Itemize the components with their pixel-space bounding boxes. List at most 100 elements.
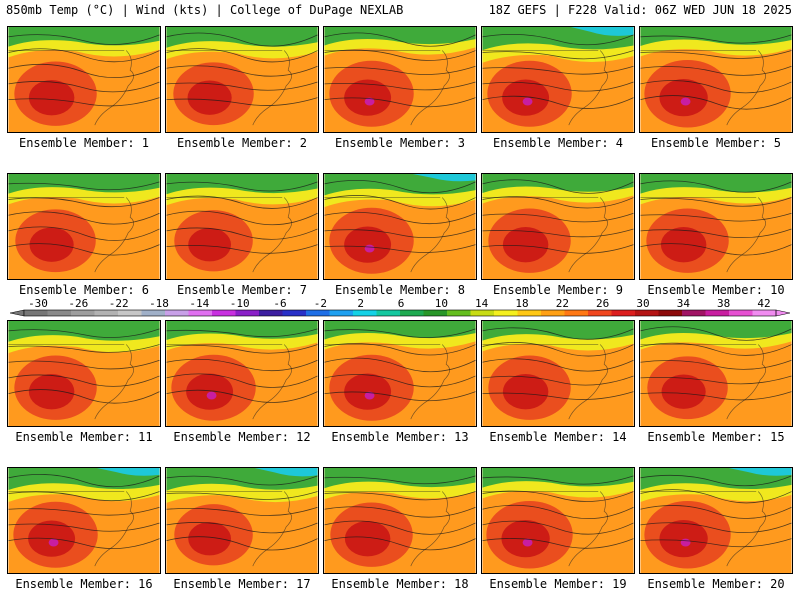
contour-line [640, 489, 792, 504]
ensemble-member-panel: Ensemble Member: 20 [639, 467, 793, 591]
scale-swatch [329, 310, 354, 316]
heat-core-inner [502, 79, 550, 116]
temperature-map [639, 26, 793, 133]
scale-swatch [447, 310, 471, 316]
temperature-map [639, 173, 793, 280]
contour-line [640, 212, 792, 222]
contour-line [8, 226, 160, 241]
contour-line [482, 196, 634, 209]
heat-peak [48, 538, 59, 547]
heat-core-inner [186, 373, 234, 410]
ensemble-member-caption: Ensemble Member: 1 [18, 136, 150, 150]
contour-line [324, 65, 476, 75]
contour-line [324, 536, 476, 551]
heat-core-inner [188, 521, 232, 556]
contour-line [324, 49, 476, 61]
heat-core-inner [344, 226, 392, 263]
contour-line [640, 359, 792, 370]
contour-line [324, 391, 476, 402]
contour-line [324, 506, 476, 518]
cold-cyan-zone [254, 468, 318, 477]
ensemble-member-panel: Ensemble Member: 1 [7, 26, 161, 150]
contour-line [640, 228, 792, 239]
contour-line [8, 474, 160, 488]
scale-swatch [141, 310, 166, 316]
coastline [252, 344, 292, 420]
heat-peak [364, 244, 375, 253]
contour-line [640, 95, 792, 110]
heat-core-inner [187, 80, 232, 115]
contour-line [482, 179, 634, 194]
temperature-map [7, 173, 161, 280]
coastline [252, 491, 292, 567]
heat-peak [364, 97, 375, 106]
cool-green-zone [640, 27, 792, 47]
ensemble-member-panel: Ensemble Member: 12 [165, 320, 319, 444]
contour-line [8, 359, 160, 370]
coastline [94, 50, 134, 126]
heat-core-inner [660, 226, 707, 263]
contour-line [640, 342, 792, 356]
contour-line [640, 180, 792, 193]
cool-green-zone [640, 321, 792, 340]
contour-line [166, 344, 318, 354]
ensemble-member-panel: Ensemble Member: 3 [323, 26, 477, 150]
temperature-map [323, 467, 477, 574]
temperature-map [481, 26, 635, 133]
contour-line [482, 65, 634, 75]
scale-tick-label: -10 [230, 297, 250, 310]
contour-line [324, 195, 476, 210]
ensemble-member-caption: Ensemble Member: 6 [18, 283, 150, 297]
coastline [410, 344, 450, 420]
contour-line [324, 357, 476, 373]
contour-line [324, 81, 476, 91]
contour-line [482, 520, 634, 535]
scale-tick-label: 42 [757, 297, 770, 310]
contour-line [8, 522, 160, 532]
scale-swatch [259, 310, 283, 316]
contour-line [324, 244, 476, 253]
scale-tick-label: 38 [717, 297, 730, 310]
scale-swatch [611, 310, 636, 316]
contour-line [324, 491, 476, 501]
ensemble-member-panel: Ensemble Member: 13 [323, 320, 477, 444]
ensemble-member-panel: Ensemble Member: 14 [481, 320, 635, 444]
contour-line [324, 343, 476, 356]
temperature-map [481, 320, 635, 427]
scale-swatch [729, 310, 753, 316]
coastline [252, 197, 292, 273]
ensemble-member-caption: Ensemble Member: 14 [489, 430, 627, 444]
cool-green-zone [640, 174, 792, 194]
cool-green-zone [8, 321, 160, 342]
contour-line [482, 375, 634, 386]
coastline [726, 344, 766, 420]
temperature-map [323, 173, 477, 280]
cool-green-zone [166, 174, 318, 195]
cool-green-zone [8, 468, 160, 490]
cool-green-zone [640, 468, 792, 490]
temperature-map [323, 26, 477, 133]
ensemble-member-panel: Ensemble Member: 9 [481, 173, 635, 297]
heat-core-inner [344, 79, 392, 116]
cool-green-zone [482, 174, 634, 194]
scale-tick-label: -14 [189, 297, 209, 310]
ensemble-member-caption: Ensemble Member: 17 [173, 577, 311, 591]
coastline [726, 491, 766, 567]
contour-line [166, 181, 318, 192]
cool-green-zone [482, 321, 634, 341]
contour-line [482, 33, 634, 46]
contour-line [482, 342, 634, 357]
temperature-color-scale: -30 -26 -22 -18 -14 -10 -6 -2 2 6 10 14 18 22 26 30 34 38… [9, 297, 791, 317]
coastline [410, 491, 450, 567]
scale-swatch [752, 310, 777, 316]
heat-core-inner [502, 226, 549, 263]
scale-frame [23, 309, 777, 317]
scale-swatch [635, 310, 659, 316]
contour-line [166, 48, 318, 63]
coastline [568, 491, 608, 567]
contour-line [640, 474, 792, 487]
coastline [568, 50, 608, 126]
contour-line [482, 244, 634, 254]
contour-line [640, 50, 792, 59]
contour-line [166, 32, 318, 47]
